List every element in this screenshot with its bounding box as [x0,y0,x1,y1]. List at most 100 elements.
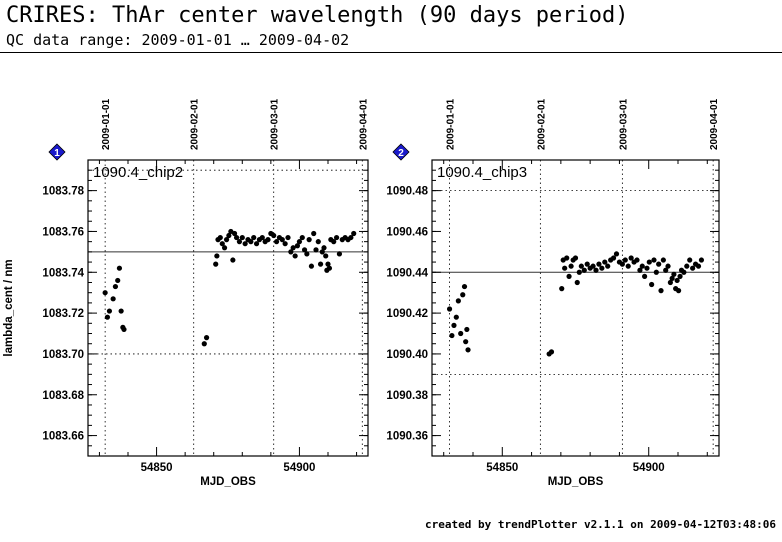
data-point [613,251,620,257]
data-point [669,275,675,281]
plot-frame [431,159,720,457]
data-point [584,261,590,267]
data-point [112,283,119,290]
data-point [663,267,669,273]
data-point [653,269,659,275]
data-point [649,281,655,288]
data-point [644,265,650,271]
data-point [574,279,580,286]
data-point [326,265,333,271]
x-tick-label: 54900 [283,462,315,474]
data-point [319,249,325,255]
data-point [681,269,687,275]
data-point [282,241,288,247]
y-tick-label: 1083.66 [42,431,84,443]
y-tick-label: 1083.78 [42,186,84,198]
x-tick-label: 54850 [141,462,173,474]
panel-badge-number: 1 [54,148,60,159]
data-point [698,257,705,263]
data-point [695,263,702,269]
data-point [453,314,459,320]
data-point [451,322,457,328]
data-point [687,257,693,263]
data-point [639,263,645,269]
data-point [637,267,643,273]
data-point [325,261,331,267]
data-point [259,234,265,241]
data-point [578,263,584,269]
y-tick-label: 1083.74 [42,267,84,279]
data-point [236,239,243,245]
panel-badge-icon [48,143,66,161]
data-point [285,234,291,241]
data-point [242,241,248,247]
data-point [461,283,468,290]
data-point [315,239,321,245]
data-point [619,261,625,267]
data-point [251,234,257,241]
data-point [455,298,461,304]
data-point [279,237,285,243]
data-point [273,239,280,245]
x-axis-label: MJD_OBS [548,476,604,488]
data-point [674,277,680,284]
data-point [102,290,108,296]
data-point [651,257,657,263]
data-point [221,245,228,251]
data-point [660,257,666,263]
x-tick-label: 54900 [633,462,665,474]
data-point [351,230,357,237]
data-point [658,288,664,294]
data-point [230,257,236,263]
data-point [313,247,319,253]
footer-credit: created by trendPlotter v2.1.1 on 2009-0… [425,518,776,531]
data-point [219,241,225,247]
data-point [253,241,260,247]
report-title: CRIRES: ThAr center wavelength (90 days … [6,3,629,28]
data-point [566,273,572,279]
data-point [336,251,343,257]
data-point [593,267,599,273]
data-point [690,265,696,271]
x-tick-label: 54850 [486,462,518,474]
data-point [239,234,245,241]
report-subtitle: QC data range: 2009-01-01 … 2009-04-02 [6,31,350,49]
data-point [605,263,611,269]
data-point [308,263,315,269]
data-point [622,257,628,263]
y-tick-label: 1090.48 [386,186,428,198]
x-axis-label: MJD_OBS [200,476,256,488]
data-point [684,263,690,269]
data-point [331,239,337,245]
data-point [294,243,301,249]
data-point [665,263,671,269]
data-point [458,330,464,337]
top-date-label: 2009-01-01 [101,98,112,150]
data-point [226,232,232,239]
data-point [290,245,296,251]
top-date-label: 2009-02-01 [190,98,201,150]
data-point [116,265,123,271]
y-tick-label: 1090.44 [386,267,428,279]
data-point [634,257,640,263]
top-date-label: 2009-02-01 [536,98,547,150]
data-point [333,234,340,241]
data-point [602,259,608,265]
data-point [671,271,677,277]
top-date-label: 2009-03-01 [270,98,281,150]
y-tick-label: 1083.72 [42,308,84,320]
data-point [213,261,219,267]
plot-frame [87,159,369,457]
data-point [106,308,113,314]
data-point [296,239,303,245]
data-point [299,234,305,241]
top-date-label: 2009-04-01 [709,98,720,150]
data-point [642,273,648,279]
y-tick-label: 1083.70 [42,349,84,361]
data-point [564,255,570,261]
data-point [596,261,602,267]
data-point [446,306,453,312]
data-point [317,261,324,267]
